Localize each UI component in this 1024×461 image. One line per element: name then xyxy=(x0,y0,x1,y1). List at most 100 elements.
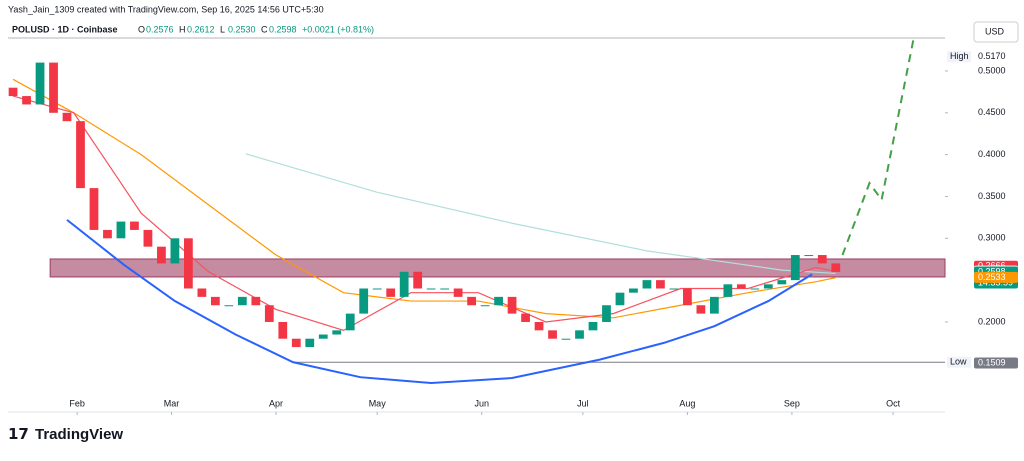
candle xyxy=(184,238,193,289)
candle xyxy=(399,271,409,297)
price-tag-box xyxy=(947,51,971,63)
symbol: POLUSD · 1D · Coinbase xyxy=(12,24,118,34)
candle xyxy=(453,288,463,297)
candle xyxy=(264,305,274,322)
candle xyxy=(494,296,503,306)
candle xyxy=(103,229,112,239)
candle xyxy=(372,288,382,290)
credit: Yash_Jain_1309 created with TradingView.… xyxy=(8,4,324,14)
price-label-box xyxy=(974,271,1018,283)
candle xyxy=(588,321,598,331)
logo-mark: 𝟭𝟳 xyxy=(8,426,29,443)
candle xyxy=(696,305,706,314)
candle xyxy=(480,305,490,307)
candle xyxy=(804,255,814,257)
candle xyxy=(305,338,315,348)
candle xyxy=(318,334,328,339)
x-tick-label: May xyxy=(369,398,387,408)
candle xyxy=(602,305,611,322)
ohlc-value: 0.2530 xyxy=(228,24,256,34)
candle xyxy=(440,288,450,290)
line xyxy=(12,95,836,331)
candle xyxy=(831,263,841,272)
price-tag: Low xyxy=(950,357,967,367)
x-tick-label: Feb xyxy=(69,398,85,408)
logo: 𝟭𝟳 TradingView xyxy=(8,426,123,443)
candle xyxy=(170,238,180,264)
candle xyxy=(359,288,369,314)
x-tick-label: Jun xyxy=(474,398,489,408)
ohlc-key: C xyxy=(261,24,268,34)
x-tick-label: Sep xyxy=(784,398,800,408)
line xyxy=(245,153,836,275)
ohlc-key: H xyxy=(179,24,186,34)
candle xyxy=(345,313,355,331)
price-label: 0.5170 xyxy=(978,51,1006,61)
ohlc-value: 0.2576 xyxy=(146,24,174,34)
candle xyxy=(49,62,58,113)
x-tick-label: Oct xyxy=(886,398,901,408)
price-label: 0.2598 xyxy=(978,266,1006,276)
x-tick-label: Mar xyxy=(164,398,180,408)
candle xyxy=(467,296,476,306)
candle xyxy=(76,121,85,189)
candle xyxy=(251,296,261,306)
candle xyxy=(62,112,72,122)
price-label: 0.2533 xyxy=(978,272,1006,282)
candle xyxy=(683,288,692,306)
candle xyxy=(426,288,436,290)
candle xyxy=(386,288,396,297)
line xyxy=(841,39,915,256)
ohlc-value: 0.2612 xyxy=(187,24,215,34)
line xyxy=(12,78,836,319)
candle xyxy=(534,321,544,331)
y-tick-label: 0.4000 xyxy=(978,149,1006,159)
candle xyxy=(291,338,301,348)
ohlc-key: O xyxy=(138,24,145,34)
candle xyxy=(615,292,625,306)
logo-text: TradingView xyxy=(35,426,123,443)
candle xyxy=(130,221,139,230)
ohlc-value: 0.2598 xyxy=(269,24,297,34)
price-tag: High xyxy=(950,51,969,61)
candle xyxy=(197,288,207,297)
ohlc-key: L xyxy=(220,24,225,34)
currency-box xyxy=(973,21,1019,43)
candle xyxy=(521,313,530,322)
y-tick-label: 0.4500 xyxy=(978,107,1006,117)
resistance-zone xyxy=(49,258,946,278)
candle xyxy=(22,96,31,105)
candle xyxy=(143,229,153,247)
candle xyxy=(35,62,45,105)
candle xyxy=(817,255,827,264)
candle xyxy=(763,284,773,289)
y-tick-label: 0.2000 xyxy=(978,316,1006,326)
candle xyxy=(278,321,288,339)
price-label: 0.1509 xyxy=(978,357,1006,367)
price-label: 0.2666 xyxy=(978,261,1006,271)
x-tick-label: Apr xyxy=(269,398,283,408)
candle xyxy=(642,280,652,289)
price-label-box xyxy=(974,357,1018,369)
candle xyxy=(723,284,733,297)
candle xyxy=(237,296,247,306)
candle xyxy=(89,188,99,230)
candle xyxy=(157,246,166,264)
price-tag-box xyxy=(947,356,971,368)
candle xyxy=(575,330,584,339)
y-tick-label: 0.3500 xyxy=(978,191,1006,201)
candle xyxy=(561,338,571,340)
candle xyxy=(413,271,423,289)
price-label-box xyxy=(974,51,1018,63)
currency: USD xyxy=(985,26,1005,36)
candle xyxy=(210,296,220,306)
candle xyxy=(629,288,638,293)
candle xyxy=(777,280,787,285)
candle xyxy=(656,280,665,289)
candle xyxy=(8,87,18,97)
candle xyxy=(709,296,719,314)
y-tick-label: 0.5000 xyxy=(978,65,1006,75)
candle xyxy=(224,305,234,307)
